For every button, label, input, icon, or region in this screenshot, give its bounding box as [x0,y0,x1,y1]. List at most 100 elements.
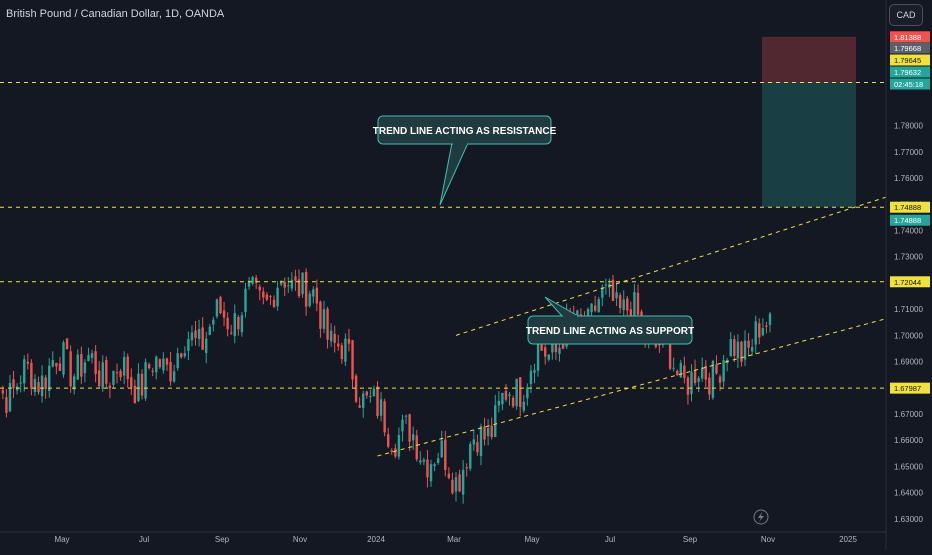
candle-body [77,355,79,380]
candle-body [266,294,268,299]
candle-body [348,339,350,344]
candle-body [369,396,371,397]
candle-body [80,354,82,377]
candle-body [487,428,489,436]
candle-body [84,362,86,373]
y-tick-label: 1.78000 [894,122,923,131]
candle-body [280,282,282,284]
y-tick-label: 1.66000 [894,436,923,445]
candle-body [166,358,168,364]
candle-body [444,440,446,470]
candle-body [244,289,246,312]
candle-body [37,382,39,392]
candle-body [316,288,318,304]
candle-body [287,285,289,286]
candle-body [102,362,104,388]
candle-body [73,376,75,389]
candle-body [555,343,557,352]
candle-body [209,327,211,335]
candle-body [612,280,614,301]
candle-body [212,320,214,325]
candle-body [187,339,189,351]
candle-body [159,359,161,367]
candle-body [169,362,171,381]
candle-body [201,327,203,349]
candle-body [337,344,339,347]
candle-body [116,372,118,373]
take-profit-zone[interactable] [762,82,856,207]
x-tick-label: 2024 [367,535,385,544]
x-tick-label: May [524,535,539,544]
candle-body [669,340,671,368]
price-label-text: 02:45:18 [894,80,923,89]
candle-body [708,378,710,395]
candle-body [690,372,692,394]
callout-joint [563,315,577,318]
candle-body [55,363,57,367]
candle-body [548,355,550,360]
candle-body [91,353,93,358]
candle-body [41,376,43,397]
candle-body [355,376,357,402]
candle-body [619,295,621,308]
candle-body [351,340,353,379]
candle-body [162,358,164,370]
candle-body [284,282,286,288]
y-tick-label: 1.77000 [894,148,923,157]
candle-body [408,414,410,441]
candle-body [312,289,314,296]
candle-body [130,377,132,387]
candle-body [737,342,739,359]
candle-body [294,276,296,280]
price-label-text: 1.79645 [894,56,921,65]
candle-body [23,359,25,383]
candle-body [198,329,200,339]
candle-body [127,357,129,380]
candle-body [769,314,771,325]
candle-body [405,416,407,417]
candle-body [398,435,400,456]
candle-body [494,405,496,437]
candle-body [451,480,453,494]
candle-body [380,399,382,416]
candle-body [62,342,64,374]
candle-body [401,420,403,432]
candle-body [19,383,21,384]
candle-body [498,401,500,406]
candle-body [262,292,264,298]
x-tick-label: Mar [447,535,461,544]
candle-body [230,332,232,333]
candle-body [330,331,332,342]
candle-body [273,300,275,307]
candle-body [715,365,717,374]
symbol-title: British Pound / Canadian Dollar, 1D, OAN… [6,8,224,20]
candle-body [448,474,450,478]
y-tick-label: 1.71000 [894,305,923,314]
x-tick-label: Jul [605,535,615,544]
candle-body [9,383,11,411]
candle-body [30,363,32,389]
candle-body [544,347,546,356]
price-label-text: 1.79668 [894,44,921,53]
x-tick-label: Nov [293,535,307,544]
candle-body [533,370,535,373]
candle-body [52,360,54,366]
candle-body [694,370,696,383]
candle-body [476,442,478,452]
candle-body [437,458,439,463]
candle-body [537,345,539,371]
currency-button[interactable]: CAD [889,4,923,26]
candle-body [526,387,528,398]
candle-body [119,371,121,377]
candle-body [134,386,136,403]
stop-loss-zone[interactable] [762,37,856,83]
candle-body [433,464,435,466]
candle-body [423,460,425,462]
candle-body [598,299,600,312]
candle-body [94,351,96,374]
price-label-text: 1.74888 [894,203,921,212]
candle-body [148,364,150,368]
candle-body [530,371,532,384]
